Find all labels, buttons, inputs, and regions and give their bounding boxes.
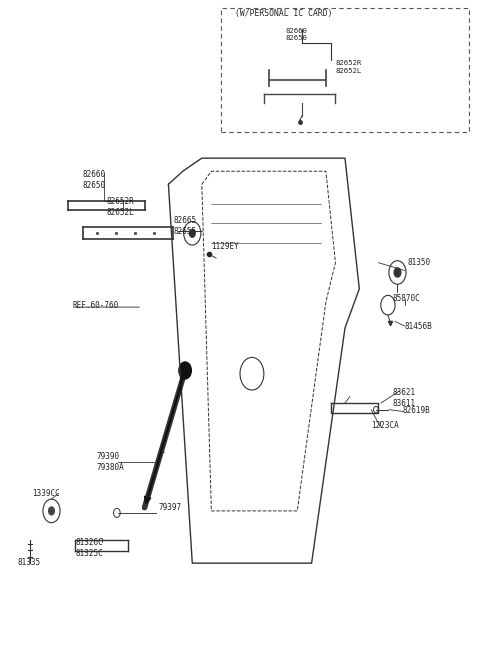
Text: 82660
82650: 82660 82650 [285,28,307,41]
Text: 81326C
81325C: 81326C 81325C [75,539,103,558]
Text: 82660
82650: 82660 82650 [83,170,106,190]
Text: 85870C: 85870C [393,294,420,303]
Circle shape [394,268,401,277]
Text: 83621
83611: 83621 83611 [393,388,416,408]
Text: 82652R
82652L: 82652R 82652L [107,197,134,217]
Circle shape [48,507,54,515]
FancyBboxPatch shape [221,8,469,132]
Text: (W/PERSONAL IC CARD): (W/PERSONAL IC CARD) [235,9,333,18]
Text: REF.60-760: REF.60-760 [73,300,119,310]
Text: 1129EY: 1129EY [211,242,239,251]
Circle shape [184,222,201,245]
Text: 79390
79380A: 79390 79380A [97,452,125,472]
Circle shape [114,508,120,518]
Circle shape [240,358,264,390]
Text: 82665
82655: 82665 82655 [173,216,196,236]
Circle shape [381,295,395,315]
Text: 81456B: 81456B [405,321,432,331]
Circle shape [190,230,195,237]
Text: 81350: 81350 [407,258,430,267]
Circle shape [43,499,60,523]
Circle shape [179,362,192,379]
Text: 79397: 79397 [159,503,182,512]
Text: 1223CA: 1223CA [371,422,399,430]
Text: 1339CC: 1339CC [33,489,60,498]
Text: 81335: 81335 [17,558,40,567]
Text: 82652R
82652L: 82652R 82652L [336,60,362,73]
Circle shape [389,260,406,284]
Text: 82619B: 82619B [402,407,430,415]
Circle shape [373,406,378,413]
